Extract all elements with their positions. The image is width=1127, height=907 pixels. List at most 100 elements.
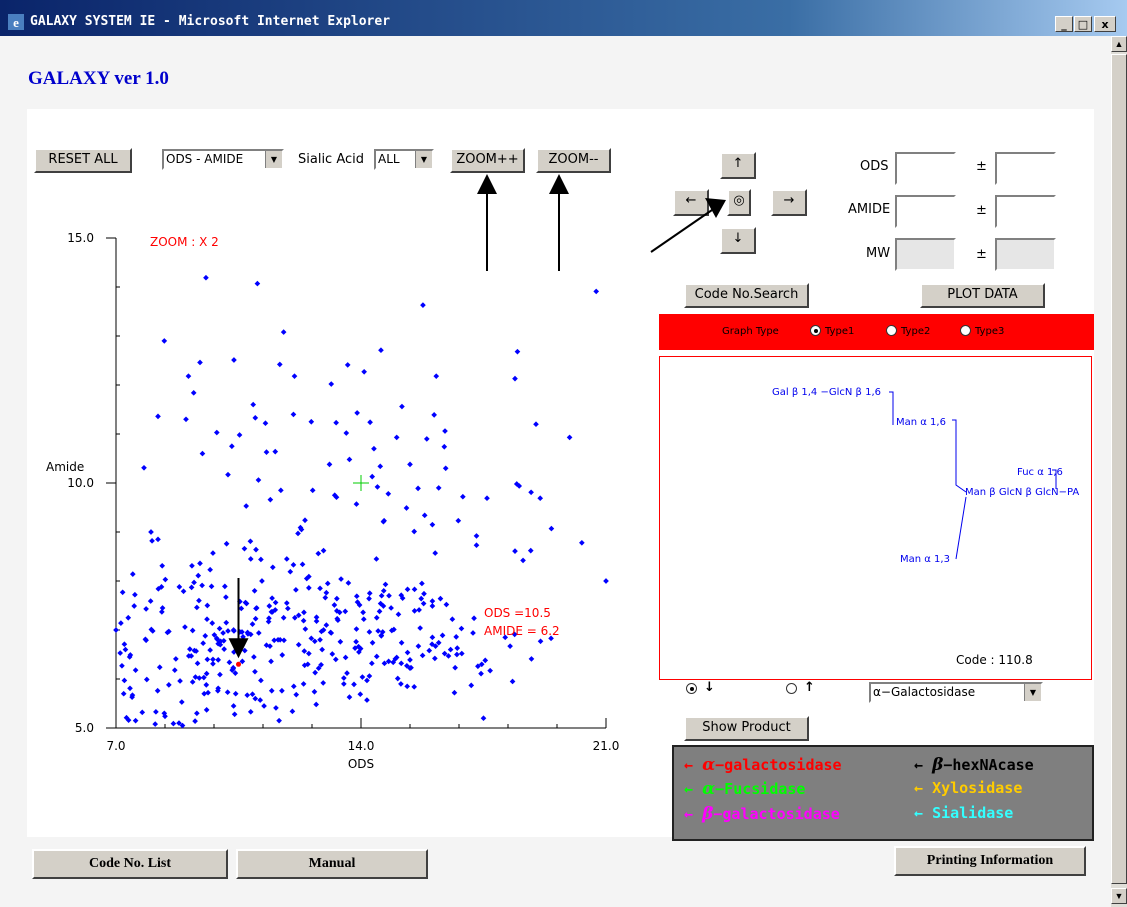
data-point[interactable] xyxy=(279,652,286,658)
data-point[interactable] xyxy=(118,620,124,626)
data-point[interactable] xyxy=(306,585,312,591)
data-point[interactable] xyxy=(333,494,340,501)
data-point[interactable] xyxy=(354,599,361,605)
data-point[interactable] xyxy=(470,630,476,636)
data-point[interactable] xyxy=(258,677,264,684)
data-point[interactable] xyxy=(262,420,269,427)
data-point[interactable] xyxy=(398,681,404,687)
data-point[interactable] xyxy=(226,659,233,666)
data-point[interactable] xyxy=(419,652,426,659)
data-point[interactable] xyxy=(295,612,302,619)
data-point[interactable] xyxy=(331,602,338,608)
data-point[interactable] xyxy=(375,628,381,634)
data-point[interactable] xyxy=(373,653,380,660)
amide-tolerance-field[interactable] xyxy=(995,195,1056,228)
data-point[interactable] xyxy=(354,410,360,416)
data-point[interactable] xyxy=(202,633,209,639)
pan-right-button[interactable]: → xyxy=(771,189,807,216)
data-point[interactable] xyxy=(388,605,394,611)
data-point[interactable] xyxy=(267,496,274,503)
data-point[interactable] xyxy=(171,667,178,674)
data-point[interactable] xyxy=(290,411,297,418)
data-point[interactable] xyxy=(380,603,387,609)
graph-type-2-radio[interactable] xyxy=(886,325,897,336)
close-button[interactable]: x xyxy=(1094,16,1116,32)
data-point[interactable] xyxy=(290,683,297,690)
data-point[interactable] xyxy=(487,667,493,674)
data-point[interactable] xyxy=(411,684,418,690)
data-point[interactable] xyxy=(336,609,343,616)
data-point[interactable] xyxy=(249,691,256,698)
data-point[interactable] xyxy=(473,533,480,539)
data-point[interactable] xyxy=(297,524,304,531)
scroll-down-arrow-icon[interactable]: ▼ xyxy=(1111,888,1127,904)
data-point[interactable] xyxy=(357,691,364,698)
reset-all-button[interactable]: RESET ALL xyxy=(34,148,132,173)
data-point[interactable] xyxy=(415,643,422,649)
data-point[interactable] xyxy=(250,401,257,408)
data-point[interactable] xyxy=(295,641,302,648)
data-point[interactable] xyxy=(435,485,442,491)
data-point[interactable] xyxy=(263,449,270,455)
data-point[interactable] xyxy=(122,646,129,653)
data-point[interactable] xyxy=(364,677,370,684)
data-point[interactable] xyxy=(215,640,222,647)
data-point[interactable] xyxy=(306,650,312,657)
data-point[interactable] xyxy=(323,622,330,628)
data-point[interactable] xyxy=(447,646,454,653)
data-point[interactable] xyxy=(295,530,301,537)
data-point[interactable] xyxy=(376,608,383,615)
data-point[interactable] xyxy=(161,338,168,344)
data-point[interactable] xyxy=(245,631,251,637)
data-point[interactable] xyxy=(155,536,161,543)
data-point[interactable] xyxy=(432,655,438,662)
data-point[interactable] xyxy=(327,629,334,636)
data-point[interactable] xyxy=(475,663,481,670)
data-point[interactable] xyxy=(190,390,197,396)
data-point[interactable] xyxy=(121,677,128,684)
vertical-scrollbar[interactable]: ▲ ▼ xyxy=(1111,36,1127,907)
data-point[interactable] xyxy=(398,660,405,667)
data-point[interactable] xyxy=(520,557,526,564)
data-point[interactable] xyxy=(255,477,262,483)
data-point[interactable] xyxy=(197,359,203,366)
data-point[interactable] xyxy=(537,495,544,502)
data-point[interactable] xyxy=(177,678,183,684)
data-point[interactable] xyxy=(334,595,340,602)
data-point[interactable] xyxy=(180,588,187,595)
data-point[interactable] xyxy=(119,589,126,596)
data-point[interactable] xyxy=(162,576,169,583)
data-point[interactable] xyxy=(308,418,315,425)
data-point[interactable] xyxy=(311,638,318,645)
data-point[interactable] xyxy=(320,547,327,554)
data-point[interactable] xyxy=(255,630,262,636)
data-point[interactable] xyxy=(418,595,425,602)
pan-left-button[interactable]: ← xyxy=(673,189,709,216)
data-point[interactable] xyxy=(291,373,298,380)
data-point[interactable] xyxy=(132,667,139,674)
data-point[interactable] xyxy=(211,632,218,638)
data-point[interactable] xyxy=(509,678,516,685)
data-point[interactable] xyxy=(113,627,119,633)
data-point[interactable] xyxy=(421,590,427,597)
data-point[interactable] xyxy=(433,373,440,380)
data-point[interactable] xyxy=(407,657,413,663)
data-point[interactable] xyxy=(230,703,237,709)
data-point[interactable] xyxy=(121,641,128,648)
data-point[interactable] xyxy=(341,675,347,681)
data-point[interactable] xyxy=(528,656,535,662)
data-point[interactable] xyxy=(279,687,285,694)
data-point[interactable] xyxy=(223,540,230,547)
data-point[interactable] xyxy=(404,586,411,593)
data-point[interactable] xyxy=(344,670,350,676)
data-point[interactable] xyxy=(566,434,573,441)
data-point[interactable] xyxy=(442,465,449,472)
data-point[interactable] xyxy=(482,657,489,664)
data-point[interactable] xyxy=(239,658,246,665)
data-point[interactable] xyxy=(312,669,318,676)
data-point[interactable] xyxy=(222,583,228,590)
data-point[interactable] xyxy=(247,556,254,562)
data-point[interactable] xyxy=(301,609,307,616)
data-point[interactable] xyxy=(203,670,210,677)
data-point[interactable] xyxy=(395,611,402,618)
